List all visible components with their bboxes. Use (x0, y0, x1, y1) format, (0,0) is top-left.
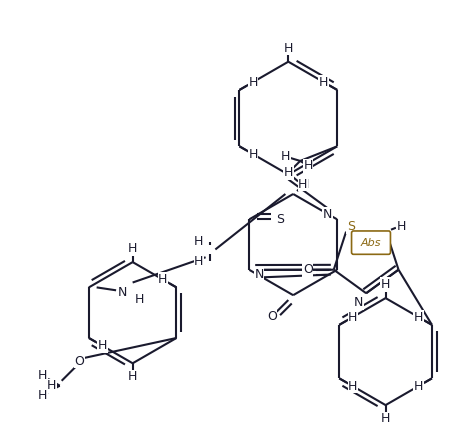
Text: H: H (128, 370, 137, 383)
Text: H: H (348, 311, 357, 324)
Text: H: H (194, 235, 203, 248)
FancyBboxPatch shape (351, 231, 389, 254)
Text: N: N (254, 268, 263, 281)
Text: H: H (128, 242, 137, 255)
Text: O: O (266, 310, 276, 323)
Text: H: H (303, 159, 312, 172)
Text: H: H (37, 369, 47, 383)
Text: N: N (353, 296, 362, 309)
Text: H: H (380, 412, 389, 425)
Text: H: H (158, 273, 167, 286)
Text: H: H (318, 76, 328, 89)
Text: H: H (348, 380, 357, 393)
Text: H: H (194, 255, 203, 268)
Text: H: H (413, 380, 422, 393)
Text: S: S (346, 220, 354, 233)
Text: N: N (118, 286, 127, 299)
Text: Abs: Abs (360, 238, 380, 248)
Text: O: O (74, 355, 84, 368)
Text: H: H (97, 339, 107, 352)
Text: O: O (302, 263, 312, 276)
Text: H: H (135, 293, 144, 305)
Text: H: H (248, 148, 257, 161)
Text: H: H (298, 178, 307, 191)
Text: H: H (299, 178, 309, 191)
Text: H: H (47, 379, 56, 392)
Text: H: H (283, 166, 293, 179)
Text: N: N (322, 208, 331, 221)
Text: H: H (396, 220, 405, 233)
Text: S: S (276, 213, 284, 226)
Text: H: H (380, 278, 389, 291)
Text: H: H (248, 76, 257, 89)
Text: H: H (283, 42, 293, 55)
Text: H: H (37, 389, 47, 402)
Text: H: H (413, 311, 422, 324)
Text: H: H (280, 150, 290, 163)
